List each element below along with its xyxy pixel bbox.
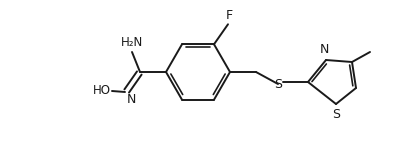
Text: H₂N: H₂N <box>121 36 143 49</box>
Text: N: N <box>319 43 329 56</box>
Text: N: N <box>127 93 136 106</box>
Text: F: F <box>226 9 233 22</box>
Text: HO: HO <box>93 85 111 97</box>
Text: S: S <box>274 78 282 90</box>
Text: S: S <box>332 108 340 121</box>
